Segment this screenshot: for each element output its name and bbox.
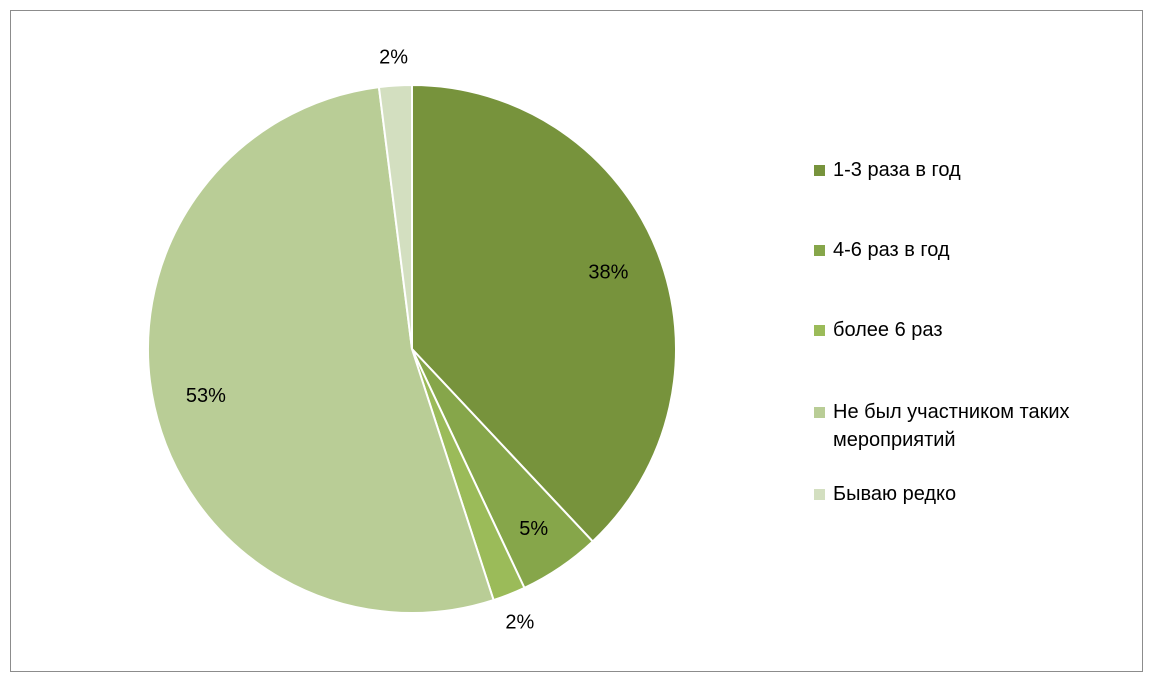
- legend-swatch-2: [814, 325, 825, 336]
- legend-label-2: более 6 раз: [833, 319, 943, 341]
- pie-slice-0: [411, 83, 677, 543]
- data-label-0: 38%: [588, 261, 628, 283]
- legend-item-0: 1-3 раза в год: [814, 156, 1134, 184]
- legend-label-4: Бываю редко: [833, 483, 957, 505]
- legend-item-2: более 6 раз: [814, 316, 1134, 344]
- legend-label-1: 4-6 раз в год: [833, 239, 950, 261]
- pie-slice-4: [377, 83, 413, 350]
- legend-swatch-3: [814, 407, 825, 418]
- legend-item-3: Не был участником таких мероприятий: [814, 398, 1134, 454]
- data-label-1: 5%: [519, 518, 548, 540]
- legend-item-1: 4-6 раз в год: [814, 236, 1134, 264]
- legend-swatch-4: [814, 489, 825, 500]
- data-label-4: 2%: [379, 47, 408, 69]
- legend-item-4: Бываю редко: [814, 480, 1134, 508]
- pie-slice-3: [147, 85, 495, 614]
- legend-label-0: 1-3 раза в год: [833, 159, 961, 181]
- legend-swatch-0: [814, 165, 825, 176]
- data-label-2: 2%: [505, 611, 534, 633]
- legend-label-3: Не был участником таких мероприятий: [833, 401, 1070, 451]
- data-label-3: 53%: [186, 385, 226, 407]
- legend-swatch-1: [814, 245, 825, 256]
